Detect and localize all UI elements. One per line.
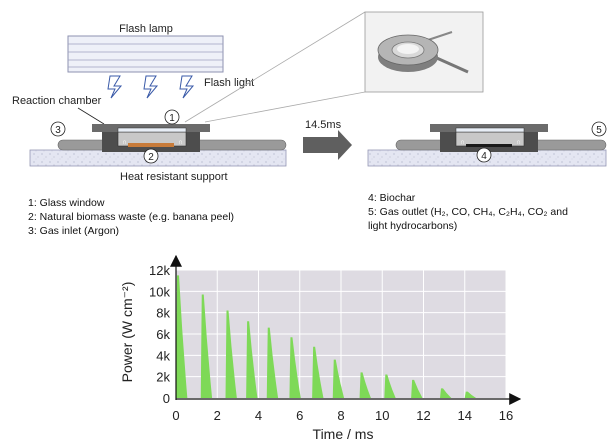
y-tick-label: 0 [163,391,170,406]
x-tick-label: 8 [337,408,344,423]
x-axis-label: Time / ms [313,426,374,442]
pulse-mark [411,379,423,398]
zoom-callout-lines [184,11,366,123]
y-tick-label: 2k [156,370,170,385]
legend-left: 1: Glass window 2: Natural biomass waste… [28,196,234,238]
legend-item: light hydrocarbons) [368,220,458,232]
y-tick-label: 4k [156,348,170,363]
svg-text:∩: ∩ [122,139,127,146]
marker-5: 5 [591,121,607,137]
pulse-series [176,275,477,398]
marker-4: 4 [476,147,492,163]
process-time-label: 14.5ms [305,119,342,131]
reaction-chamber-pointer [77,107,105,125]
x-tick-label: 4 [255,408,262,423]
y-tick-label: 6k [156,327,170,342]
pulse-mark [225,310,237,398]
legend-item: 1: Glass window [28,197,105,209]
pulse-mark [266,327,279,398]
marker-1: 1 [164,109,180,125]
svg-text:4: 4 [481,151,487,162]
pulse-mark [359,372,371,398]
y-axis-label: Power (W cm⁻²) [119,282,135,383]
reaction-chamber-left: ∩ ∩ [92,124,210,152]
gas-list: H₂, CO, CH₄, C₂H₄, CO₂ [433,206,548,218]
chamber-inset [364,11,484,93]
x-tick-label: 2 [214,408,221,423]
lightning-icon [107,75,195,99]
heat-support-label: Heat resistant support [120,171,228,183]
pulse-mark [176,275,188,398]
legend-item: 5: Gas outlet (H₂, CO, CH₄, C₂H₄, CO₂ an… [368,206,568,218]
reaction-chamber-label: Reaction chamber [12,95,102,107]
pulse-mark [312,346,324,398]
biomass-sample [128,143,174,147]
marker-3: 3 [50,121,66,137]
flash-lamp: Flash lamp [67,23,224,73]
pulse-mark [440,388,452,398]
svg-text:∩: ∩ [178,139,183,146]
legend-right: 4: Biochar 5: Gas outlet (H₂, CO, CH₄, C… [368,191,568,233]
svg-text:∩: ∩ [460,139,465,146]
pulse-mark [464,391,477,398]
x-tick-label: 0 [172,408,179,423]
pulse-mark [384,374,396,398]
svg-text:2: 2 [148,152,154,163]
x-tick-labels: 0 2 4 6 8 10 12 14 16 [172,408,513,423]
grid-lines [176,269,507,398]
biochar-sample [466,144,512,147]
pulse-mark [332,359,345,398]
x-tick-label: 12 [416,408,430,423]
x-tick-label: 14 [458,408,472,423]
x-tick-label: 6 [296,408,303,423]
pulse-mark [246,321,258,398]
flash-light-label: Flash light [204,77,254,89]
svg-text:3: 3 [55,125,61,136]
y-tick-label: 8k [156,306,170,321]
x-tick-label: 16 [499,408,513,423]
svg-text:∩: ∩ [516,139,521,146]
y-tick-label: 12k [149,263,170,278]
svg-text:5: 5 [596,125,602,136]
x-tick-label: 10 [375,408,389,423]
reaction-chamber-right: ∩ ∩ [430,124,548,152]
y-tick-label: 10k [149,284,170,299]
pulse-mark [289,337,301,398]
legend-item: 4: Biochar [368,192,416,204]
marker-2: 2 [143,148,159,164]
process-arrow: 14.5ms [303,119,352,160]
y-tick-labels: 0 2k 4k 6k 8k 10k 12k [149,263,170,406]
legend-item: 2: Natural biomass waste (e.g. banana pe… [28,211,235,223]
flash-lamp-label: Flash lamp [119,23,173,35]
legend-item: 3: Gas inlet (Argon) [28,225,120,237]
svg-text:1: 1 [169,113,175,124]
pulse-mark [200,294,213,398]
